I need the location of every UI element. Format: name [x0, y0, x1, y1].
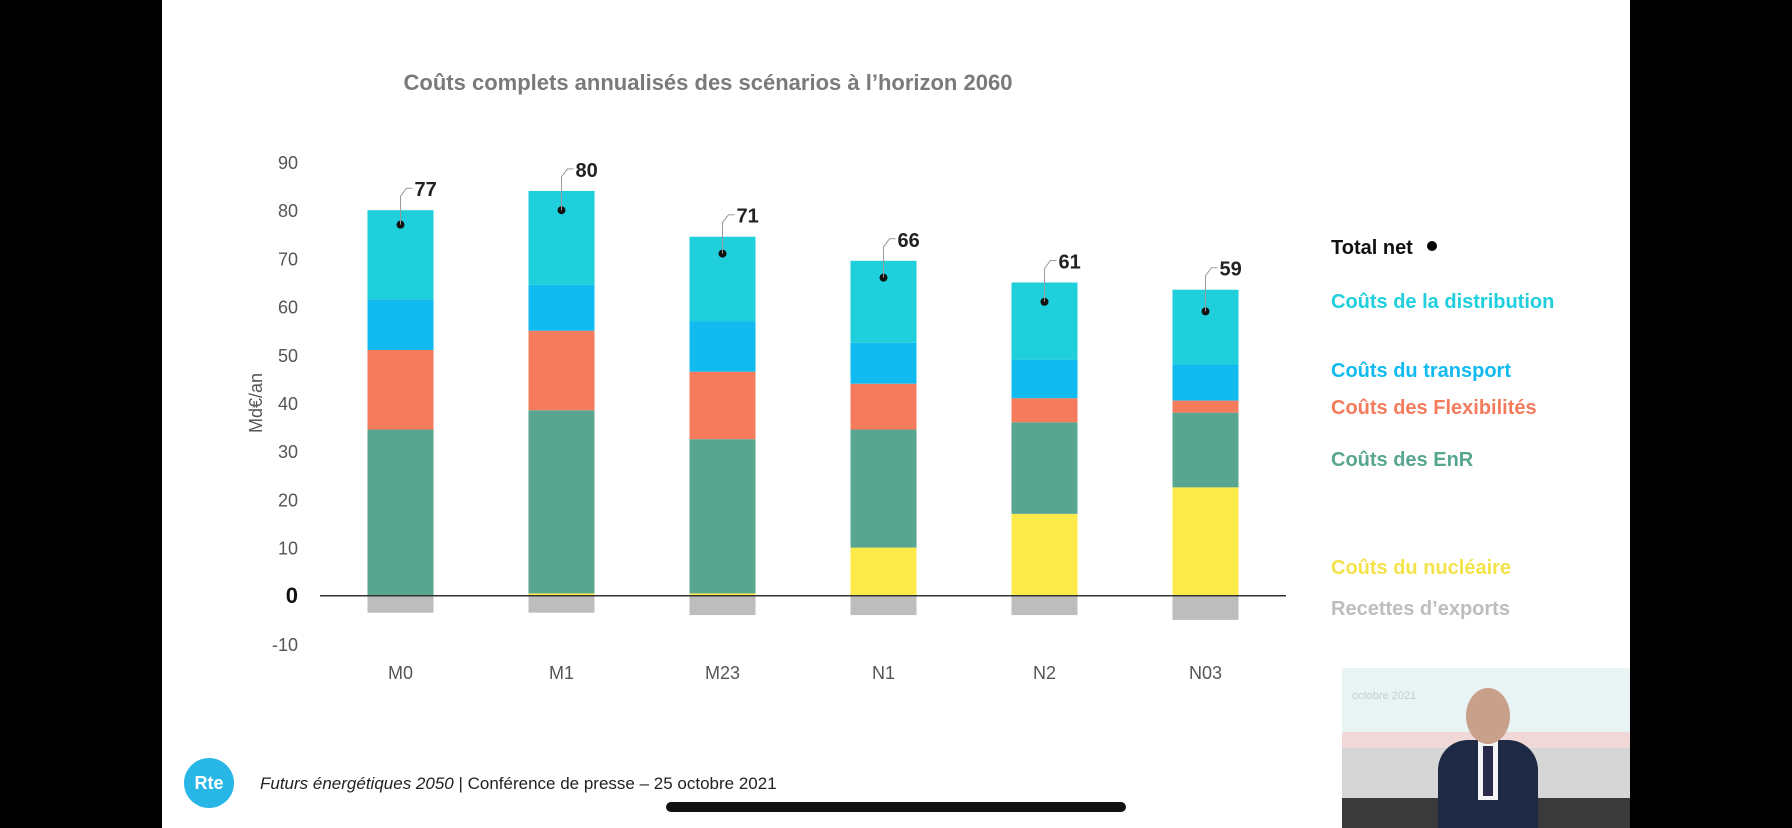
y-tick-label: 30 — [278, 442, 298, 462]
bar-segment — [850, 383, 917, 430]
legend-label: Coûts des Flexibilités — [1331, 397, 1537, 419]
legend-transport: Coûts du transport — [1331, 360, 1511, 383]
total-net-leader — [722, 214, 735, 254]
bar-segment — [689, 371, 756, 440]
total-net-label: 66 — [898, 230, 920, 252]
bar-segment — [1172, 595, 1239, 620]
bar-segment — [367, 299, 434, 350]
bar-segment — [1172, 487, 1239, 596]
x-tick-label: M0 — [388, 663, 413, 683]
bar-segment — [689, 321, 756, 372]
y-tick-label: 90 — [278, 153, 298, 173]
bar-segment — [850, 547, 917, 596]
x-tick-label: N1 — [872, 663, 895, 683]
total-net-label: 77 — [415, 179, 437, 201]
bar-segment — [1172, 400, 1239, 413]
total-net-point — [718, 249, 727, 258]
y-axis-label: Md€/an — [246, 373, 266, 433]
total-net-leader — [1205, 267, 1218, 312]
total-net-leader — [400, 187, 413, 225]
x-tick-label: N03 — [1189, 663, 1222, 683]
bar-segment — [850, 429, 917, 548]
bar-segment — [1172, 412, 1239, 488]
y-tick-label: -10 — [272, 635, 298, 655]
legend-enr: Coûts des EnR — [1331, 449, 1473, 472]
bar-segment — [689, 595, 756, 616]
total-net-leader — [1044, 260, 1057, 302]
y-tick-label: 40 — [278, 394, 298, 414]
y-tick-label: 20 — [278, 490, 298, 510]
legend-distribution: Coûts de la distribution — [1331, 291, 1554, 314]
y-tick-label: 70 — [278, 249, 298, 269]
bar-segment — [1011, 398, 1078, 423]
presenter-tie — [1483, 746, 1493, 796]
legend-label: Coûts de la distribution — [1331, 291, 1555, 313]
bar-segment — [850, 595, 917, 616]
bar-segment — [1172, 364, 1239, 401]
bar-segment — [528, 595, 595, 613]
legend-flexibilites: Coûts des Flexibilités — [1331, 397, 1537, 420]
total-net-label: 59 — [1220, 259, 1242, 281]
bar-segment — [528, 330, 595, 411]
total-net-leader — [883, 238, 896, 278]
total-net-leader — [561, 168, 574, 211]
x-tick-label: M23 — [705, 663, 740, 683]
total-net-label: 80 — [576, 160, 598, 182]
bar-segment — [528, 410, 595, 594]
x-tick-label: N2 — [1033, 663, 1056, 683]
bar-segment — [1011, 422, 1078, 514]
legend-label: Total net — [1331, 237, 1413, 259]
bar-segment — [1011, 359, 1078, 399]
legend-label: Coûts du nucléaire — [1331, 557, 1512, 579]
presenter-video[interactable]: octobre 2021 — [1342, 668, 1630, 828]
footer: Futurs énergétiques 2050 | Conférence de… — [260, 774, 777, 794]
bar-segment — [850, 342, 917, 384]
presenter-head — [1466, 688, 1510, 744]
footer-title: Futurs énergétiques 2050 — [260, 774, 454, 793]
legend-nucleaire: Coûts du nucléaire — [1331, 557, 1511, 580]
bar-segment — [367, 595, 434, 613]
dot-icon — [1426, 240, 1437, 251]
legend-label: Coûts du transport — [1331, 360, 1511, 382]
x-tick-label: M1 — [549, 663, 574, 683]
legend-total-net: Total net — [1331, 237, 1437, 260]
bar-segment — [367, 429, 434, 596]
bar-segment — [528, 284, 595, 331]
total-net-label: 61 — [1059, 252, 1081, 274]
legend-label: Coûts des EnR — [1331, 449, 1474, 471]
bar-segment — [528, 593, 595, 596]
scrollbar[interactable] — [666, 802, 1126, 812]
bar-segment — [689, 439, 756, 594]
legend-exports: Recettes d’exports — [1331, 598, 1510, 621]
y-tick-label: 0 — [286, 583, 298, 608]
y-tick-label: 80 — [278, 201, 298, 221]
y-tick-label: 60 — [278, 298, 298, 318]
total-net-label: 71 — [737, 206, 759, 228]
bar-segment — [1011, 595, 1078, 616]
bar-segment — [1011, 513, 1078, 596]
chart-title: Coûts complets annualisés des scénarios … — [403, 70, 1013, 95]
video-caption: octobre 2021 — [1352, 690, 1417, 702]
y-tick-label: 10 — [278, 539, 298, 559]
y-tick-label: 50 — [278, 346, 298, 366]
bar-segment — [689, 593, 756, 596]
legend-label: Recettes d’exports — [1331, 598, 1510, 620]
footer-subtitle: | Conférence de presse – 25 octobre 2021 — [453, 774, 777, 793]
bar-segment — [367, 349, 434, 430]
rte-logo: Rte — [184, 758, 234, 808]
